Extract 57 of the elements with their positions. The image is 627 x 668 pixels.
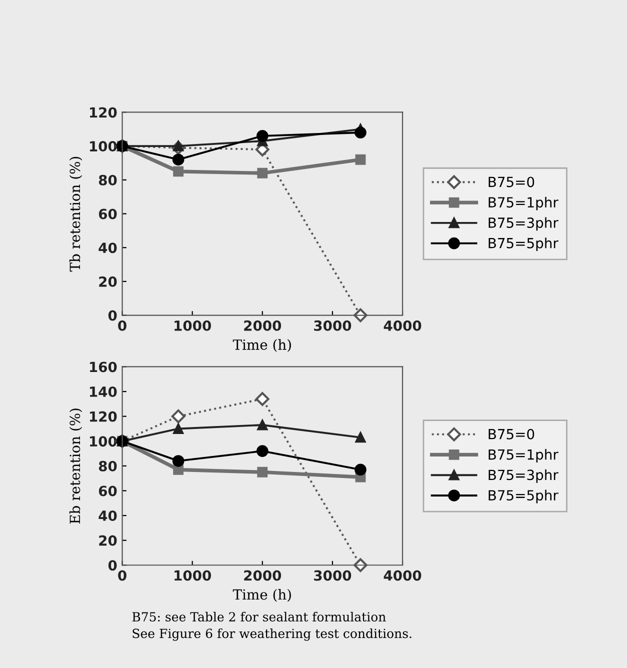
point [171,409,186,424]
legend-label: B75=1phr [488,449,558,462]
text: See Figure 6 for weathering test conditions. [132,628,412,641]
y-tick-label: 140 [90,386,117,398]
point [354,464,366,476]
legend-label: B75=0 [488,428,534,440]
point [257,168,268,178]
text: B75: see Table 2 for sealant formulation [132,612,386,622]
x-tick-label: 3000 [314,570,352,581]
x-tick-label: 2000 [244,320,282,331]
point [173,424,184,434]
point [256,130,268,142]
y-tick-label: 100 [90,436,117,447]
legend-label: B75=1phr [488,196,558,210]
x-tick-label: 1000 [174,320,211,331]
legend-label: B75=0 [488,176,534,188]
x-tick-label: 1000 [174,570,211,581]
point [172,455,184,467]
y-tick-label: 120 [90,107,117,118]
point [173,166,184,177]
x-tick-label: 0 [118,570,126,581]
x-tick-label: 0 [118,320,126,331]
x-tick-label: 3000 [314,320,352,331]
y-axis-title: Tb retention (%) [69,156,82,272]
y-tick-label: 40 [98,510,117,522]
x-tick-label: 2000 [244,570,282,581]
y-tick-label: 80 [98,460,117,472]
point [354,126,366,138]
y-tick-label: 20 [99,276,117,287]
x-axis-title: Time (h) [232,588,291,602]
legend-label: B75=3phr [488,469,558,483]
legend-label: B75=5phr [488,490,558,504]
y-tick-label: 0 [108,560,117,571]
y-tick-label: 120 [90,411,117,422]
point [355,154,366,165]
point [255,392,270,406]
legend-label: B75=3phr [488,217,558,231]
y-tick-label: 100 [90,141,117,152]
y-tick-label: 80 [98,174,117,186]
legend-label: B75=5phr [488,238,558,252]
y-tick-label: 0 [108,310,117,321]
point [355,432,366,443]
point [173,464,184,475]
point [257,420,268,430]
y-tick-label: 60 [98,486,117,496]
y-tick-label: 20 [99,535,117,546]
point [172,154,184,166]
x-axis-title: Time (h) [232,339,291,352]
y-tick-label: 160 [90,362,117,372]
x-tick-label: 4000 [384,320,422,331]
point [257,466,268,478]
y-tick-label: 60 [98,208,117,220]
point [256,445,268,457]
x-tick-label: 4000 [384,570,422,581]
point [173,140,184,152]
y-axis-title: Eb retention (%) [69,408,82,524]
y-tick-label: 40 [98,242,117,254]
